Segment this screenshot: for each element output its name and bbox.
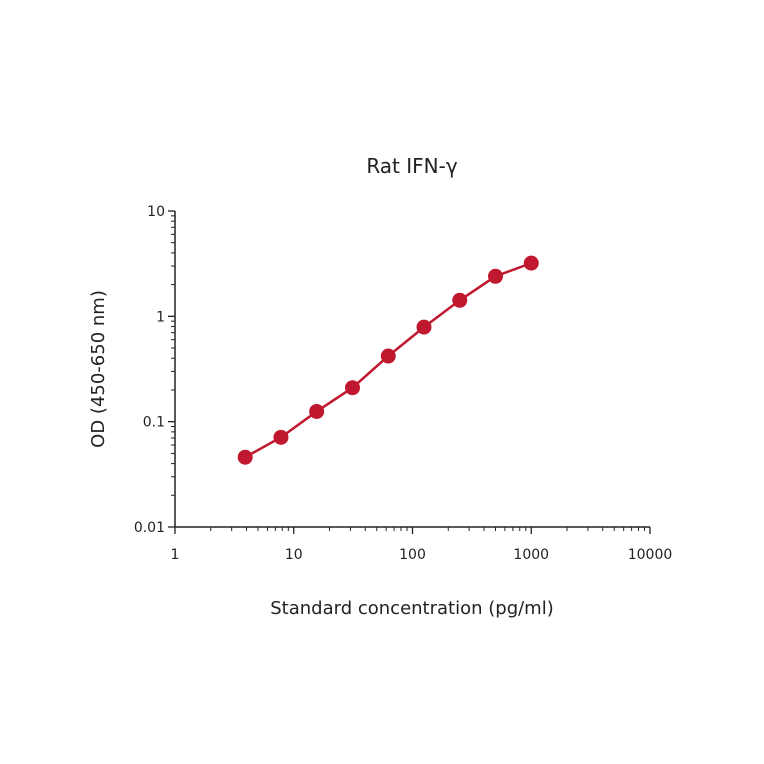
y-tick-label: 0.01 bbox=[134, 520, 165, 536]
x-tick-label: 100 bbox=[399, 547, 426, 563]
x-tick-label: 1 bbox=[171, 547, 180, 563]
y-tick-label: 1 bbox=[156, 309, 165, 325]
x-tick-label: 1000 bbox=[513, 547, 549, 563]
data-point bbox=[345, 380, 361, 396]
chart-title: Rat IFN-γ bbox=[366, 154, 457, 178]
data-point bbox=[416, 319, 432, 335]
data-point bbox=[523, 255, 539, 271]
data-point bbox=[237, 449, 253, 465]
y-tick-label: 0.1 bbox=[143, 415, 165, 431]
y-axis-label: OD (450-650 nm) bbox=[88, 290, 109, 448]
x-axis-label: Standard concentration (pg/ml) bbox=[270, 598, 554, 619]
y-tick-label: 10 bbox=[147, 204, 165, 220]
data-point bbox=[273, 429, 289, 445]
data-point bbox=[452, 292, 468, 308]
x-tick-label: 10000 bbox=[628, 547, 673, 563]
data-point bbox=[309, 403, 325, 419]
x-tick-label: 10 bbox=[285, 547, 303, 563]
data-point bbox=[488, 268, 504, 284]
data-point bbox=[380, 348, 396, 364]
